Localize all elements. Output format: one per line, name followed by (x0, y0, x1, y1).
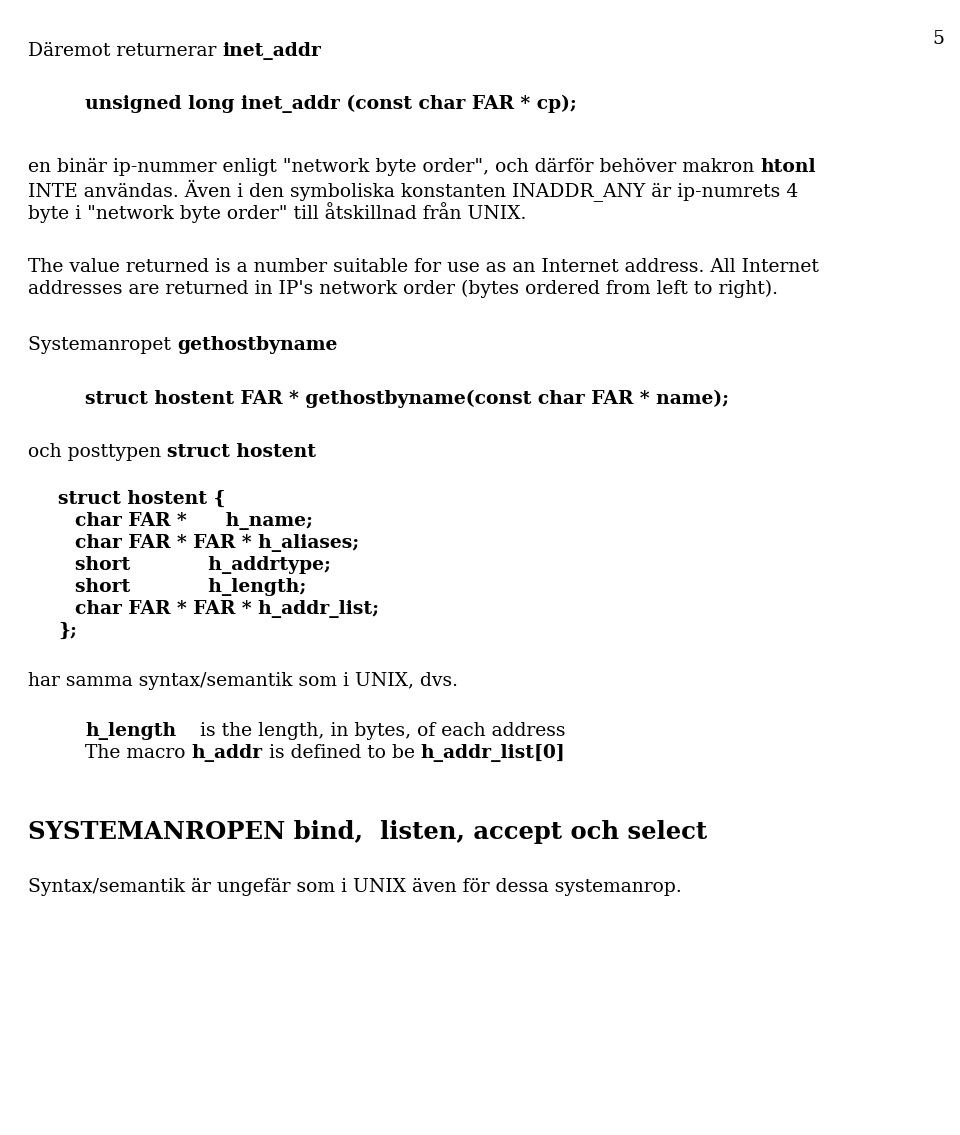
Text: short            h_length;: short h_length; (75, 578, 306, 596)
Text: Syntax/semantik är ungefär som i UNIX även för dessa systemanrop.: Syntax/semantik är ungefär som i UNIX äv… (28, 878, 682, 896)
Text: is the length, in bytes, of each address: is the length, in bytes, of each address (176, 722, 565, 740)
Text: unsigned long inet_addr (const char FAR * cp);: unsigned long inet_addr (const char FAR … (85, 95, 577, 114)
Text: gethostbyname: gethostbyname (177, 336, 337, 354)
Text: struct hostent FAR * gethostbyname(const char FAR * name);: struct hostent FAR * gethostbyname(const… (85, 390, 730, 409)
Text: The macro: The macro (85, 745, 191, 762)
Text: struct hostent {: struct hostent { (58, 490, 226, 508)
Text: byte i "network byte order" till åtskillnad från UNIX.: byte i "network byte order" till åtskill… (28, 202, 526, 222)
Text: char FAR *      h_name;: char FAR * h_name; (75, 512, 313, 530)
Text: INTE användas. Även i den symboliska konstanten INADDR_ANY är ip-numrets 4: INTE användas. Även i den symboliska kon… (28, 180, 799, 202)
Text: addresses are returned in IP's network order (bytes ordered from left to right).: addresses are returned in IP's network o… (28, 280, 778, 299)
Text: Däremot returnerar: Däremot returnerar (28, 42, 223, 60)
Text: h_addr_list[0]: h_addr_list[0] (420, 745, 565, 762)
Text: inet_addr: inet_addr (223, 42, 322, 60)
Text: htonl: htonl (760, 158, 816, 176)
Text: SYSTEMANROPEN bind,  listen, accept och select: SYSTEMANROPEN bind, listen, accept och s… (28, 819, 708, 844)
Text: };: }; (58, 622, 77, 640)
Text: har samma syntax/semantik som i UNIX, dvs.: har samma syntax/semantik som i UNIX, dv… (28, 672, 458, 690)
Text: h_length: h_length (85, 722, 176, 740)
Text: The value returned is a number suitable for use as an Internet address. All Inte: The value returned is a number suitable … (28, 258, 819, 276)
Text: short            h_addrtype;: short h_addrtype; (75, 556, 331, 574)
Text: char FAR * FAR * h_aliases;: char FAR * FAR * h_aliases; (75, 533, 359, 552)
Text: is defined to be: is defined to be (263, 745, 420, 762)
Text: h_addr: h_addr (191, 745, 263, 762)
Text: struct hostent: struct hostent (167, 443, 316, 461)
Text: 5: 5 (932, 30, 944, 48)
Text: och posttypen: och posttypen (28, 443, 167, 461)
Text: en binär ip-nummer enligt "network byte order", och därför behöver makron: en binär ip-nummer enligt "network byte … (28, 158, 760, 176)
Text: Systemanropet: Systemanropet (28, 336, 177, 354)
Text: char FAR * FAR * h_addr_list;: char FAR * FAR * h_addr_list; (75, 600, 379, 617)
